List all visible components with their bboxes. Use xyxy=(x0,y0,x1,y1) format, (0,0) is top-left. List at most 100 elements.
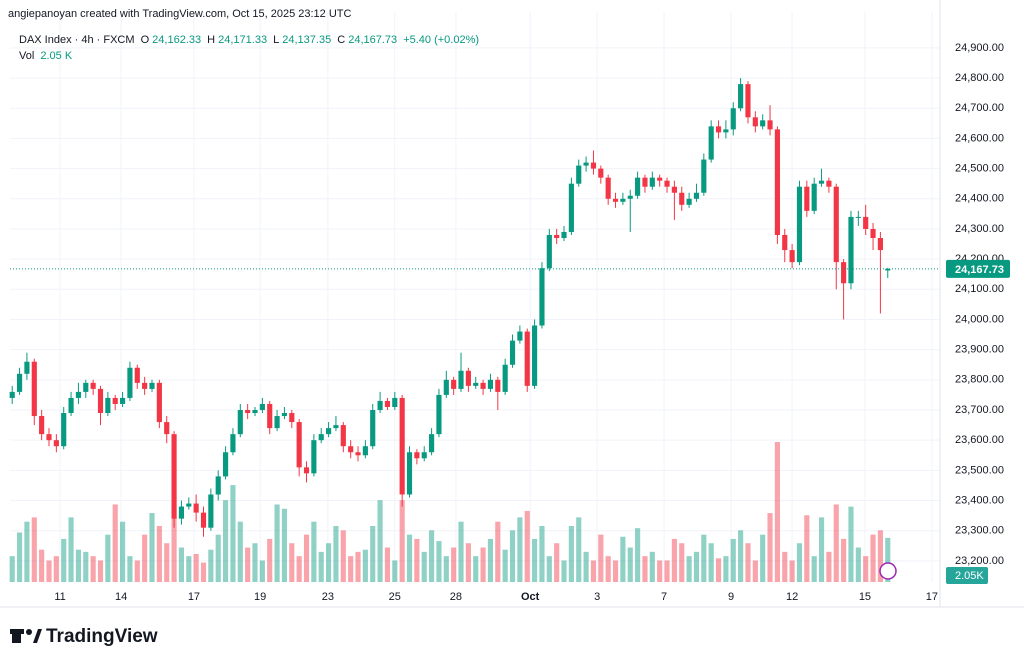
volume-bar xyxy=(215,534,221,582)
candle-body xyxy=(789,250,795,263)
volume-bar xyxy=(186,556,192,582)
volume-bar xyxy=(171,517,177,582)
candle-body xyxy=(635,177,641,196)
volume-bar xyxy=(679,543,685,582)
volume-bar xyxy=(414,538,420,582)
candle-body xyxy=(745,84,751,118)
volume-bar xyxy=(61,538,67,582)
volume-bar xyxy=(303,534,310,582)
legend-o: 24,162.33 xyxy=(152,34,201,46)
volume-bar xyxy=(855,547,861,582)
y-tick-label: 24,900.00 xyxy=(955,42,1004,54)
x-tick-label: 17 xyxy=(926,591,938,603)
volume-bar xyxy=(841,538,847,582)
candle-body xyxy=(730,108,736,130)
volume-bar xyxy=(230,485,236,582)
volume-bar xyxy=(473,556,479,582)
volume-bar xyxy=(642,556,648,582)
candle-body xyxy=(68,397,74,414)
volume-bar xyxy=(664,560,670,582)
volume-bar xyxy=(75,549,82,582)
candle-body xyxy=(289,413,295,423)
volume-bar xyxy=(9,556,15,582)
candle-body xyxy=(539,268,545,326)
candle-body xyxy=(870,228,876,239)
legend-l: 24,137.35 xyxy=(282,34,331,46)
volume-bar xyxy=(767,513,773,582)
volume-bar xyxy=(715,558,722,582)
candle-body xyxy=(267,403,273,429)
legend-vol-label: Vol xyxy=(19,50,34,62)
volume-bar xyxy=(289,543,295,582)
candle-body xyxy=(406,452,413,495)
volume-bar xyxy=(774,442,780,582)
volume-bar xyxy=(730,538,736,582)
x-tick-label: 12 xyxy=(786,591,798,603)
volume-bar xyxy=(738,530,744,582)
volume-bar xyxy=(83,551,89,582)
volume-bar xyxy=(458,521,464,582)
candle-body xyxy=(546,234,552,269)
volume-bar xyxy=(635,528,641,582)
brand: TradingView xyxy=(46,626,158,647)
volume-bar xyxy=(46,560,52,582)
volume-bar xyxy=(495,521,501,582)
volume-bar xyxy=(281,508,288,582)
legend-c: 24,167.73 xyxy=(348,34,397,46)
candle-body xyxy=(156,382,162,423)
volume-bar xyxy=(127,556,133,582)
candle-body xyxy=(863,216,869,229)
candle-body xyxy=(142,382,148,389)
volume-bar xyxy=(745,543,751,582)
volume-bar xyxy=(362,549,368,582)
candle-body xyxy=(53,440,59,447)
volume-bar xyxy=(164,543,170,582)
volume-bar xyxy=(590,560,597,582)
volume-bar xyxy=(223,500,229,582)
candle-body xyxy=(598,168,604,178)
volume-bar xyxy=(392,560,398,582)
volume-bar xyxy=(546,556,552,582)
volume-bar xyxy=(267,538,273,582)
volume-bar xyxy=(568,526,574,582)
y-tick-label: 24,700.00 xyxy=(955,102,1004,114)
candle-body xyxy=(281,413,288,417)
y-tick-label: 24,400.00 xyxy=(955,193,1004,205)
candle-body xyxy=(590,162,597,169)
candle-body xyxy=(75,391,82,398)
candle-body xyxy=(487,379,494,389)
candle-body xyxy=(443,379,449,395)
volume-bar xyxy=(620,536,626,582)
candle-body xyxy=(495,379,501,392)
volume-bar xyxy=(105,534,111,582)
candle-body xyxy=(605,177,611,199)
volume-bar xyxy=(142,534,148,582)
candle-body xyxy=(215,476,221,495)
candle-body xyxy=(664,180,670,187)
volume-bar xyxy=(605,556,611,582)
x-tick-label: 3 xyxy=(594,591,600,603)
volume-bar xyxy=(612,560,619,582)
y-tick-label: 24,800.00 xyxy=(955,72,1004,84)
volume-bar xyxy=(502,549,508,582)
candle-body xyxy=(384,400,391,407)
candle-body xyxy=(24,361,30,374)
volume-bar xyxy=(97,560,104,582)
legend-h: 24,171.33 xyxy=(218,34,267,46)
candle-body xyxy=(877,238,883,251)
legend-vol: Vol 2.05 K xyxy=(19,50,73,62)
candle-body xyxy=(9,391,15,398)
volume-bar xyxy=(119,521,126,582)
volume-bar xyxy=(156,526,162,582)
candle-body xyxy=(524,331,530,386)
volume-bar xyxy=(818,517,825,582)
candle-body xyxy=(620,198,626,202)
candle-body xyxy=(554,234,560,239)
candle-body xyxy=(61,413,67,447)
volume-bar xyxy=(311,521,317,582)
candle-body xyxy=(370,410,376,447)
candle-body xyxy=(362,446,368,456)
volume-bar xyxy=(90,556,96,582)
candle-body xyxy=(811,183,817,211)
